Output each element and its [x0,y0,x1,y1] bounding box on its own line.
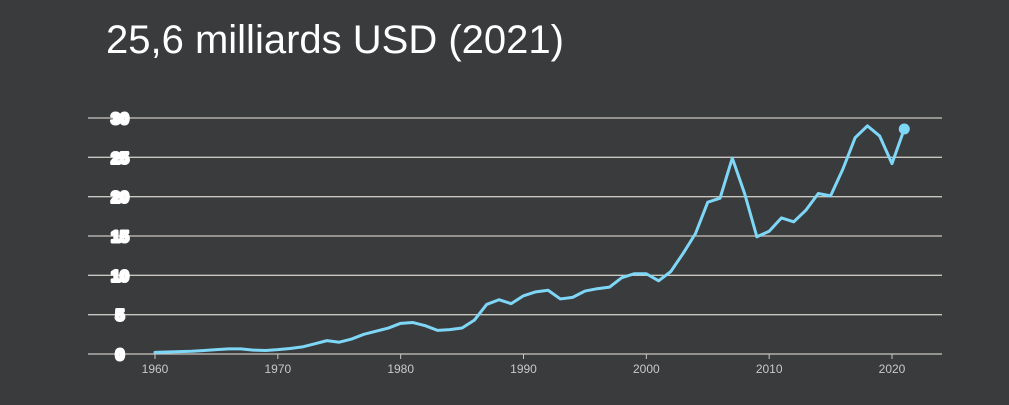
x-tick-label-2020: 2020 [879,362,906,376]
y-tick-label-25: 25 [111,150,129,167]
y-tick-label-20: 20 [111,190,129,207]
y-tick-label-5: 5 [116,308,125,325]
chart-title: 25,6 milliards USD (2021) [106,18,564,62]
y-tick-label-10: 10 [111,268,129,285]
x-tick-label-1990: 1990 [510,362,537,376]
x-tick-label-1960: 1960 [142,362,169,376]
grid-lines [88,117,942,355]
y-tick-label-15: 15 [111,229,129,246]
last-data-point [898,123,910,135]
x-tick-label-1970: 1970 [264,362,291,376]
y-tick-label-30: 30 [111,111,129,128]
x-tick-label-2000: 2000 [633,362,660,376]
series-layer [153,123,910,354]
y-axis-labels: 0 5 10 15 20 25 30 [110,110,131,366]
series-line-0 [153,124,906,354]
y-tick-label-0: 0 [116,347,125,364]
x-axis: 1960 1970 1980 1990 2000 2010 2020 [142,354,906,376]
x-tick-label-1980: 1980 [387,362,414,376]
x-tick-label-2010: 2010 [756,362,783,376]
